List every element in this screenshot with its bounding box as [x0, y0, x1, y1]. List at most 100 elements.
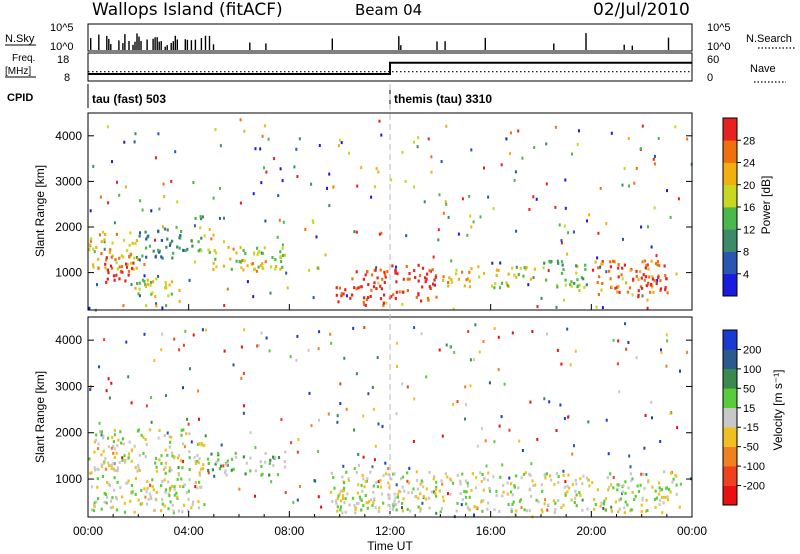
echo-cell	[548, 400, 551, 404]
echo-cell	[105, 501, 108, 505]
echo-cell	[92, 164, 95, 168]
echo-cell	[647, 479, 650, 483]
echo-cell	[240, 376, 243, 380]
echo-cell	[190, 239, 193, 243]
nsky-bar	[186, 39, 189, 50]
x-tick-label: 08:00	[274, 524, 304, 538]
echo-cell	[163, 478, 166, 482]
echo-cell	[492, 475, 495, 479]
echo-cell	[96, 485, 99, 489]
echo-cell	[528, 509, 531, 512]
echo-cell	[408, 277, 411, 281]
echo-cell	[313, 479, 316, 483]
echo-cell	[614, 286, 617, 290]
echo-cell	[198, 471, 201, 475]
echo-cell	[166, 431, 169, 435]
echo-cell	[380, 231, 383, 235]
echo-cell	[278, 218, 281, 222]
echo-cell	[113, 476, 116, 480]
echo-cell	[227, 245, 230, 249]
echo-cell	[507, 503, 510, 506]
power-colorbar-label: Power [dB]	[759, 176, 773, 235]
echo-cell	[510, 510, 513, 513]
echo-cell	[394, 271, 397, 275]
echo-cell	[451, 481, 455, 485]
velocity-data	[88, 322, 692, 519]
echo-cell	[618, 290, 621, 294]
echo-cell	[112, 451, 115, 455]
echo-cell	[150, 209, 153, 213]
echo-cell	[487, 501, 490, 505]
echo-cell	[429, 269, 432, 273]
echo-cell	[169, 486, 172, 490]
echo-cell	[97, 266, 100, 270]
echo-cell	[284, 465, 287, 469]
x-tick-label: 00:00	[73, 524, 103, 538]
echo-cell	[188, 468, 191, 471]
echo-cell	[164, 280, 167, 284]
echo-cell	[390, 178, 393, 182]
echo-cell	[164, 488, 168, 492]
echo-cell	[609, 260, 612, 264]
echo-cell	[645, 498, 648, 502]
echo-cell	[138, 469, 141, 472]
echo-cell	[417, 279, 420, 283]
echo-cell	[629, 465, 632, 469]
echo-cell	[511, 493, 514, 497]
echo-cell	[282, 254, 285, 257]
echo-cell	[89, 239, 92, 243]
echo-cell	[627, 486, 630, 490]
echo-cell	[534, 483, 537, 487]
echo-cell	[168, 494, 171, 498]
echo-cell	[641, 496, 644, 500]
colorbar-cell	[723, 446, 737, 467]
echo-cell	[420, 332, 423, 336]
echo-cell	[339, 508, 342, 512]
echo-cell	[488, 381, 491, 385]
echo-cell	[109, 248, 112, 252]
echo-cell	[379, 478, 382, 482]
echo-cell	[352, 326, 355, 330]
echo-cell	[617, 284, 620, 288]
echo-cell	[669, 411, 672, 415]
echo-cell	[404, 180, 407, 183]
echo-cell	[99, 195, 102, 199]
echo-cell	[371, 386, 374, 389]
echo-cell	[617, 510, 620, 514]
echo-cell	[427, 137, 430, 141]
echo-cell	[527, 283, 530, 287]
echo-cell	[374, 444, 377, 448]
echo-cell	[453, 350, 456, 354]
echo-cell	[93, 503, 96, 507]
echo-cell	[263, 246, 266, 250]
echo-cell	[430, 155, 433, 159]
echo-cell	[635, 275, 638, 278]
echo-cell	[90, 485, 94, 489]
echo-cell	[329, 490, 333, 494]
echo-cell	[157, 132, 160, 136]
echo-cell	[339, 489, 342, 493]
echo-cell	[466, 505, 470, 509]
echo-cell	[107, 377, 110, 381]
echo-cell	[384, 273, 387, 277]
echo-cell	[93, 468, 97, 472]
echo-cell	[155, 156, 157, 160]
echo-cell	[520, 476, 523, 480]
echo-cell	[296, 498, 299, 502]
echo-cell	[328, 172, 331, 176]
echo-cell	[187, 509, 190, 513]
echo-cell	[229, 257, 232, 261]
echo-cell	[375, 167, 378, 171]
echo-cell	[281, 179, 284, 183]
echo-cell	[187, 489, 190, 493]
echo-cell	[191, 244, 194, 248]
echo-cell	[449, 477, 452, 481]
echo-cell	[662, 495, 665, 499]
echo-cell	[574, 489, 577, 493]
echo-cell	[596, 256, 599, 260]
nsky-bar	[118, 40, 120, 50]
nsky-bar	[265, 43, 267, 50]
echo-cell	[659, 279, 662, 283]
echo-cell	[540, 483, 543, 487]
